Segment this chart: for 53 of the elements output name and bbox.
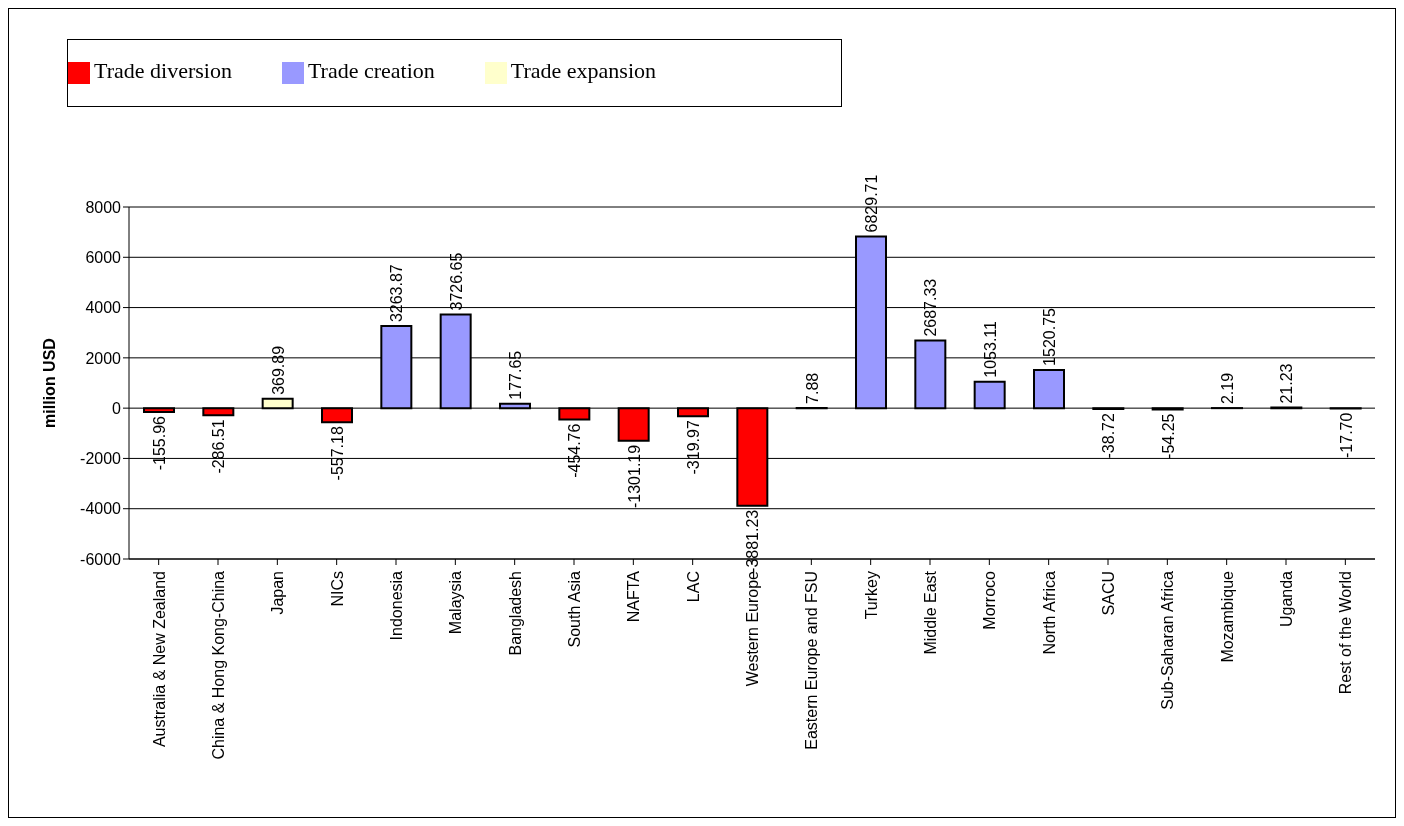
legend-label: Trade expansion — [510, 58, 657, 83]
y-tick-label: 6000 — [85, 248, 122, 266]
y-axis-title: million USD — [40, 338, 58, 428]
x-tick-label: Morroco — [981, 570, 999, 630]
y-tick-label: -6000 — [80, 550, 122, 568]
x-tick-label: NICs — [328, 571, 346, 607]
data-label: 369.89 — [269, 345, 287, 395]
x-tick-label: Rest of the World — [1337, 571, 1355, 695]
legend-label: Trade creation — [307, 58, 435, 83]
y-tick-label: -4000 — [80, 500, 122, 518]
x-tick-label: Eastern Europe and FSU — [803, 571, 821, 750]
data-label: 1520.75 — [1041, 307, 1058, 366]
data-label: -286.51 — [210, 419, 228, 474]
data-label: 3726.65 — [447, 252, 465, 311]
data-label: -3881.23 — [744, 509, 762, 573]
y-tick-label: 8000 — [85, 198, 122, 216]
x-tick-label: Bangladesh — [506, 571, 524, 656]
x-tick-label: Mozambique — [1218, 570, 1236, 663]
data-label: -319.97 — [685, 420, 702, 475]
data-label: 7.88 — [803, 372, 821, 404]
data-label: -17.70 — [1337, 412, 1355, 458]
y-tick-label: 0 — [112, 399, 122, 417]
x-tick-label: Sub-Saharan Africa — [1159, 570, 1177, 710]
x-tick-label: Malaysia — [447, 570, 465, 635]
data-label: 3263.87 — [388, 264, 406, 323]
data-label: 21.23 — [1278, 363, 1296, 404]
data-label: -54.25 — [1159, 413, 1177, 459]
x-tick-label: Middle East — [922, 570, 939, 655]
y-tick-label: 4000 — [85, 299, 122, 317]
data-label: 2687.33 — [922, 278, 940, 337]
x-tick-label: Turkey — [862, 571, 880, 620]
x-tick-label: North Africa — [1040, 570, 1058, 655]
x-tick-label: Indonesia — [388, 570, 405, 641]
data-label: -454.76 — [566, 423, 584, 478]
legend-label: Trade diversion — [94, 58, 232, 83]
data-label: -557.18 — [329, 426, 346, 481]
x-tick-label: LAC — [684, 571, 702, 603]
data-label: -38.72 — [1100, 413, 1118, 459]
x-tick-label: South Asia — [566, 570, 583, 648]
data-label: 1053.11 — [981, 320, 999, 378]
y-tick-label: -2000 — [80, 450, 122, 468]
data-label: -155.96 — [151, 415, 168, 471]
y-tick-label: 2000 — [85, 349, 122, 367]
data-label: 177.65 — [507, 350, 524, 400]
x-tick-label: China & Hong Kong-China — [210, 570, 227, 760]
x-tick-label: Japan — [269, 571, 287, 615]
x-tick-label: NAFTA — [625, 570, 643, 623]
x-tick-label: Australia & New Zealand — [150, 571, 168, 748]
data-label: 6829.71 — [863, 174, 880, 233]
data-label: 2.19 — [1219, 372, 1236, 405]
x-tick-label: SACU — [1100, 571, 1117, 616]
x-tick-label: Uganda — [1278, 570, 1295, 628]
data-label: -1301.19 — [625, 444, 643, 509]
